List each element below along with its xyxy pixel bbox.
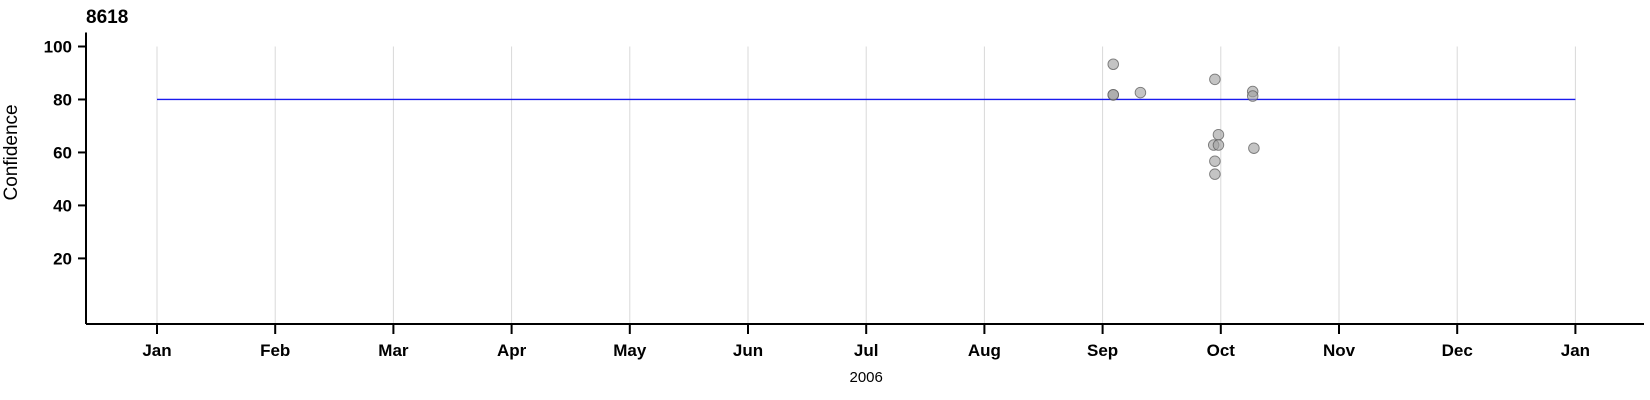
svg-text:Sep: Sep	[1087, 341, 1118, 360]
svg-text:Dec: Dec	[1442, 341, 1473, 360]
svg-text:May: May	[613, 341, 647, 360]
svg-text:40: 40	[53, 196, 72, 215]
svg-text:Confidence: Confidence	[1, 104, 22, 200]
svg-text:Apr: Apr	[497, 341, 527, 360]
svg-text:Mar: Mar	[378, 341, 409, 360]
svg-text:100: 100	[44, 38, 72, 57]
svg-text:Jan: Jan	[142, 341, 171, 360]
svg-text:Nov: Nov	[1323, 341, 1356, 360]
svg-text:Jan: Jan	[1561, 341, 1590, 360]
svg-text:20: 20	[53, 249, 72, 268]
svg-text:Jun: Jun	[733, 341, 763, 360]
svg-text:8618: 8618	[86, 7, 128, 28]
svg-text:80: 80	[53, 90, 72, 109]
svg-text:60: 60	[53, 143, 72, 162]
svg-text:Aug: Aug	[968, 341, 1001, 360]
svg-text:Feb: Feb	[260, 341, 290, 360]
svg-text:2006: 2006	[850, 369, 883, 386]
svg-text:Jul: Jul	[854, 341, 879, 360]
svg-text:Oct: Oct	[1207, 341, 1236, 360]
